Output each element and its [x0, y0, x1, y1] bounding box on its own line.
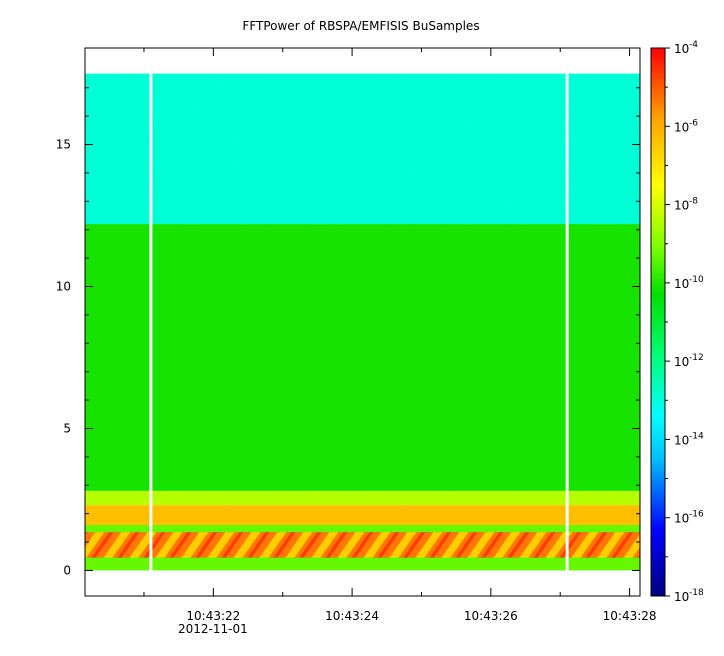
y-tick-label: 15 [56, 138, 71, 152]
spectrogram-band [85, 490, 640, 506]
colorbar-tick-exponent: -16 [689, 510, 704, 520]
colorbar-gradient [650, 47, 666, 597]
colorbar-tick-exponent: -18 [689, 588, 704, 598]
colorbar-tick-label: 10 [674, 277, 689, 291]
spectrogram-band [85, 525, 640, 534]
colorbar-tick-exponent: -10 [689, 275, 704, 285]
plot-frame [84, 47, 641, 597]
spectrogram-band [85, 73, 640, 225]
x-tick-label: 10:43:22 [186, 609, 240, 623]
y-axis: 0 5 10 15 [56, 87, 640, 577]
colorbar-tick-label: 10 [674, 590, 689, 604]
x-tick-label: 10:43:26 [464, 609, 518, 623]
spectrogram-band [85, 224, 640, 491]
colorbar-tick-exponent: -12 [689, 353, 704, 363]
colorbar-tick-label: 10 [674, 355, 689, 369]
colorbar-tick-label: 10 [674, 42, 689, 56]
data-gap [149, 73, 153, 571]
colorbar-tick-exponent: -14 [689, 431, 704, 441]
spectrogram-band [85, 505, 640, 526]
data-gaps [149, 73, 569, 571]
colorbar-tick-label: 10 [674, 120, 689, 134]
y-tick-label: 5 [63, 421, 71, 435]
plot-area [85, 73, 640, 571]
chart-title: FFTPower of RBSPA/EMFISIS BuSamples [242, 19, 479, 33]
y-tick-label: 10 [56, 280, 71, 294]
x-axis: 10:43:22 10:43:24 10:43:26 10:43:28 [143, 48, 657, 623]
data-gap [565, 73, 569, 571]
colorbar-tick-label: 10 [674, 512, 689, 526]
x-date-label: 2012-11-01 [178, 622, 248, 636]
spectrogram-band [85, 556, 640, 571]
y-tick-label: 0 [63, 563, 71, 577]
colorbar-tick-exponent: -4 [689, 40, 698, 50]
colorbar-tick-exponent: -6 [689, 118, 698, 128]
colorbar-tick-exponent: -8 [689, 197, 698, 207]
wave-striations [85, 532, 640, 558]
x-tick-label: 10:43:24 [325, 609, 379, 623]
x-tick-label: 10:43:28 [603, 609, 657, 623]
colorbar-tick-label: 10 [674, 199, 689, 213]
colorbar-tick-label: 10 [674, 433, 689, 447]
